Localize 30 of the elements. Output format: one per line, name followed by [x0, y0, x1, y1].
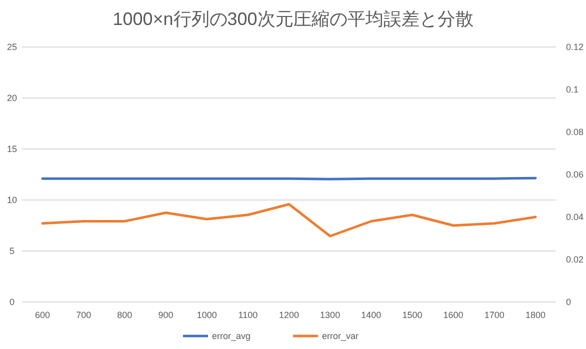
line-series — [41, 203, 537, 238]
x-tick-label: 1700 — [484, 310, 504, 320]
x-tick-label: 1300 — [320, 310, 340, 320]
x-tick-label: 1100 — [238, 310, 258, 320]
y2-tick-label: 0.08 — [566, 127, 584, 137]
x-tick-label: 1200 — [278, 310, 300, 320]
y2-tick-label: 0.12 — [566, 42, 584, 52]
x-tick-label: 1400 — [361, 310, 382, 320]
chart-title: 1000×n行列の300次元圧縮の平均誤差と分散 — [112, 9, 474, 29]
x-tick-label: 900 — [158, 310, 174, 320]
y-tick-label: 0 — [9, 297, 15, 307]
x-tick-label: 700 — [76, 310, 92, 320]
y-tick-label: 25 — [6, 42, 18, 52]
x-tick-label: 1500 — [402, 310, 422, 320]
y2-tick-label: 0 — [566, 297, 572, 307]
y-tick-label: 10 — [6, 195, 18, 205]
x-tick-label: 600 — [35, 310, 50, 320]
y2-tick-label: 0.1 — [566, 84, 579, 94]
y-tick-label: 20 — [6, 93, 18, 103]
y2-tick-label: 0.04 — [566, 212, 584, 222]
x-tick-label: 800 — [117, 310, 132, 320]
y-tick-label: 15 — [6, 144, 18, 154]
x-tick-label: 1000 — [196, 310, 217, 320]
x-tick-label: 1600 — [443, 310, 464, 320]
y2-tick-label: 0.02 — [566, 254, 584, 264]
x-tick-label: 1800 — [525, 310, 546, 320]
legend-label: error_var — [322, 331, 359, 341]
legend-label: error_avg — [212, 331, 251, 341]
y-tick-label: 5 — [9, 246, 15, 256]
y2-tick-label: 0.06 — [566, 170, 584, 180]
